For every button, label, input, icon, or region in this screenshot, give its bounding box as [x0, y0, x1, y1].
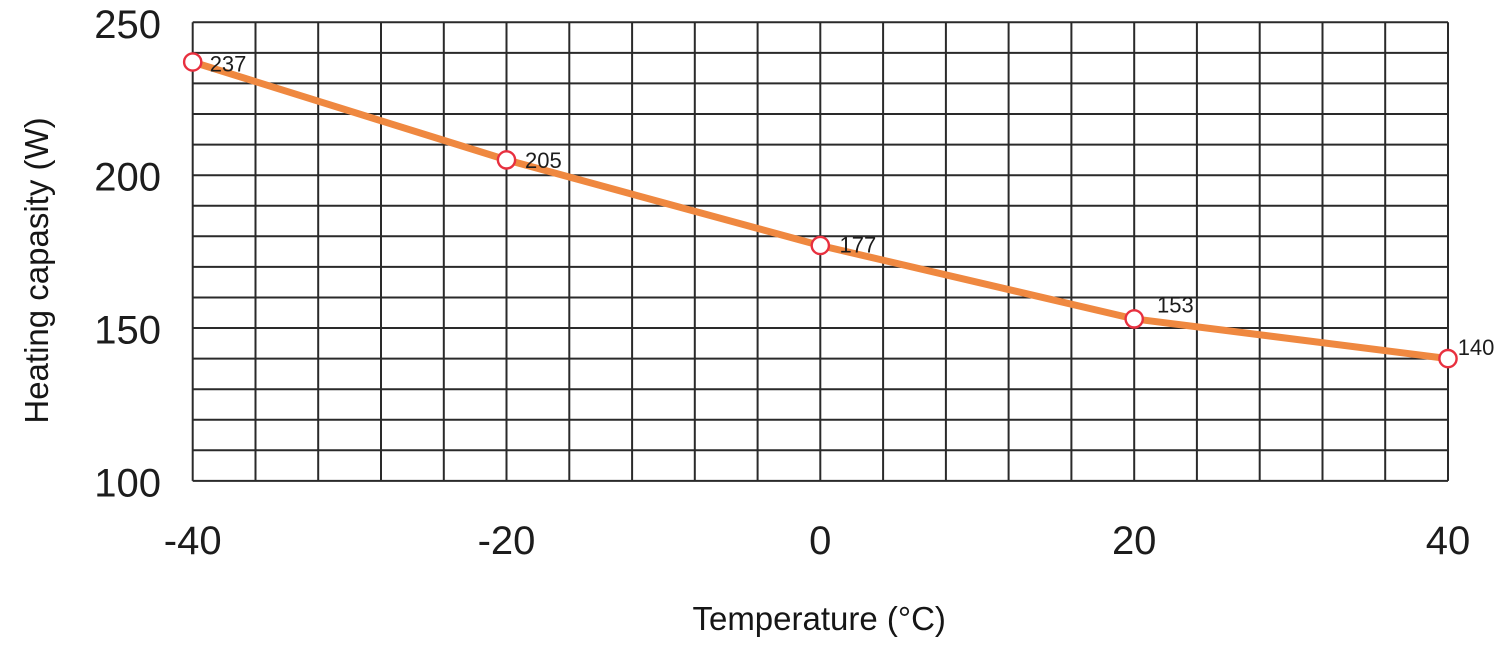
svg-text:20: 20	[1112, 519, 1157, 563]
svg-text:-40: -40	[164, 519, 222, 563]
svg-text:150: 150	[94, 309, 161, 353]
svg-text:177: 177	[840, 233, 877, 258]
svg-text:205: 205	[525, 148, 562, 173]
svg-text:100: 100	[94, 461, 161, 505]
svg-text:140: 140	[1458, 335, 1495, 360]
svg-text:-20: -20	[478, 519, 536, 563]
svg-text:250: 250	[94, 3, 161, 47]
svg-text:237: 237	[210, 52, 247, 77]
svg-text:0: 0	[809, 519, 831, 563]
svg-text:Temperature (°C): Temperature (°C)	[692, 600, 945, 637]
svg-text:153: 153	[1157, 293, 1194, 318]
svg-text:Heating capasity (W): Heating capasity (W)	[18, 117, 55, 423]
svg-text:200: 200	[94, 156, 161, 200]
svg-text:40: 40	[1426, 519, 1471, 563]
